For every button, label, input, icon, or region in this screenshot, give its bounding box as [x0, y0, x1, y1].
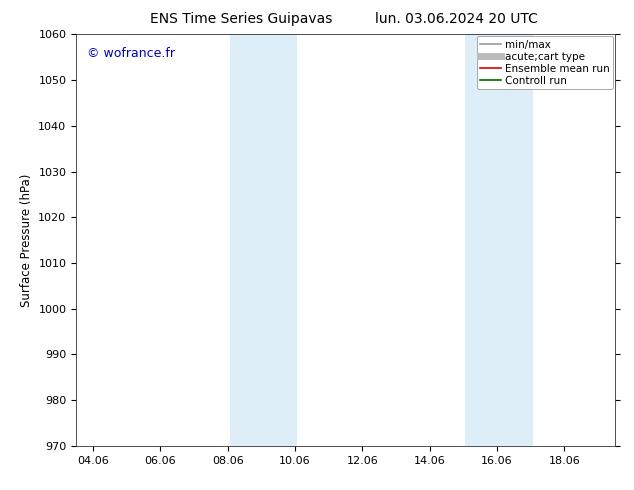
- Text: ENS Time Series Guipavas: ENS Time Series Guipavas: [150, 12, 332, 26]
- Bar: [230, 34, 297, 446]
- Bar: [465, 34, 533, 446]
- Y-axis label: Surface Pressure (hPa): Surface Pressure (hPa): [20, 173, 33, 307]
- Text: © wofrance.fr: © wofrance.fr: [87, 47, 175, 60]
- Legend: min/max, acute;cart type, Ensemble mean run, Controll run: min/max, acute;cart type, Ensemble mean …: [477, 36, 613, 89]
- Text: lun. 03.06.2024 20 UTC: lun. 03.06.2024 20 UTC: [375, 12, 538, 26]
